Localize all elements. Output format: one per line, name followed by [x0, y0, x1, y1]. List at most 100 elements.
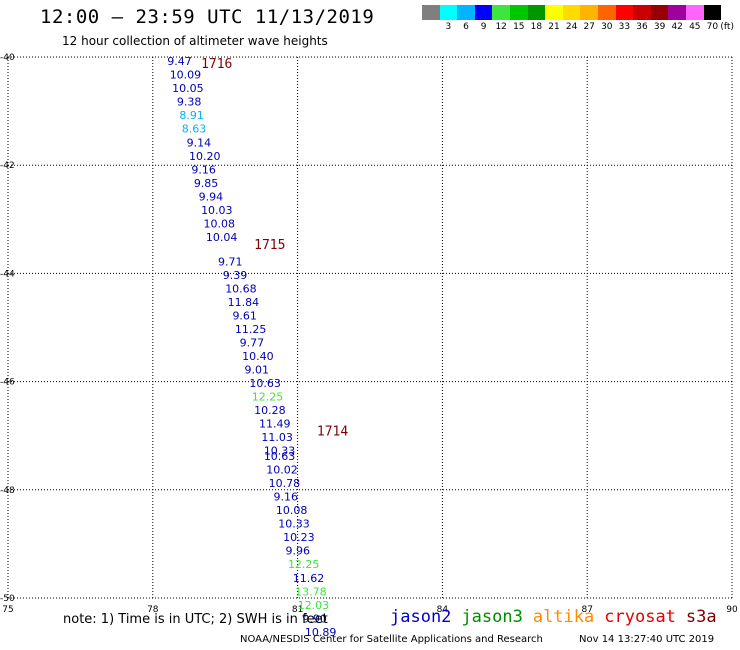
page-subtitle: 12 hour collection of altimeter wave hei…	[62, 34, 328, 48]
x-tick-label: 75	[2, 605, 13, 615]
x-tick-label: 84	[437, 605, 449, 615]
legend-swatch	[650, 5, 669, 20]
legend-swatch-label: 18	[530, 22, 543, 32]
wave-height-value: 9.71	[218, 255, 243, 268]
legend-swatch	[703, 5, 722, 20]
wave-height-value: 10.08	[203, 217, 235, 230]
color-legend-labels: 3 6 9 12 15 18 21 24 27 30 33 36 39 42 45 70 (ft)	[422, 22, 740, 34]
wave-height-value: 9.61	[232, 309, 257, 322]
legend-swatch	[615, 5, 634, 20]
legend-swatch-label: 21	[548, 22, 560, 32]
x-tick-label: 87	[581, 605, 592, 615]
wave-height-value: 9.39	[223, 269, 248, 282]
wave-height-value: 12.03	[298, 599, 330, 612]
wave-height-value: 10.63	[264, 450, 296, 463]
legend-swatch	[509, 5, 528, 20]
wave-height-value: 8.91	[179, 109, 204, 122]
credit-text: NOAA/NESDIS Center for Satellite Applica…	[240, 634, 543, 645]
wave-height-value: 12.25	[288, 558, 320, 571]
legend-swatch	[527, 5, 546, 20]
legend-swatch-label: 27	[583, 22, 595, 32]
legend-swatch-label: 36	[636, 22, 648, 32]
legend-swatch-label: 3	[445, 22, 452, 32]
satellite-legend: jason2 jason3 altika cryosat s3a	[390, 607, 727, 627]
pass-time-label: 1715	[254, 238, 285, 253]
x-tick-label: 90	[726, 605, 738, 615]
y-tick-label: -46	[0, 378, 15, 388]
wave-height-value: 8.63	[182, 123, 207, 136]
wave-height-value: 10.33	[278, 518, 310, 531]
legend-swatch-label: 24	[565, 22, 578, 32]
wave-height-value: 9.47	[167, 55, 192, 68]
color-legend	[422, 5, 722, 20]
legend-swatch-label: 30	[601, 22, 613, 32]
legend-swatch	[545, 5, 563, 20]
legend-swatch	[457, 5, 475, 20]
wave-height-value: 9.85	[194, 177, 219, 190]
wave-height-value: 11.49	[259, 418, 291, 431]
legend-unit-label: (ft)	[720, 22, 734, 32]
wave-height-value: 11.62	[293, 572, 325, 585]
legend-swatch-label: 42	[671, 22, 683, 32]
satellite-name: s3a	[685, 607, 717, 627]
satellite-name: jason2	[390, 607, 452, 627]
page-title: 12:00 – 23:59 UTC 11/13/2019	[40, 6, 375, 28]
wave-height-value: 9.90	[302, 612, 327, 625]
wave-height-value: 9.77	[240, 336, 265, 349]
wave-height-value: 11.84	[228, 296, 260, 309]
wave-height-value: 10.63	[249, 377, 280, 390]
legend-swatch-label: 45	[689, 22, 701, 32]
wave-height-value: 9.38	[177, 96, 202, 109]
wave-height-value: 10.40	[242, 350, 273, 363]
legend-swatch	[492, 5, 510, 20]
x-tick-label: 78	[147, 605, 159, 615]
legend-swatch	[668, 5, 686, 20]
legend-swatch-label: 15	[513, 22, 525, 32]
y-tick-label: -42	[0, 161, 15, 171]
wave-height-value: 9.16	[191, 163, 216, 176]
legend-swatch	[685, 5, 704, 20]
legend-swatch-label: 9	[480, 22, 487, 32]
y-tick-label: -44	[0, 269, 15, 279]
wave-height-value: 10.23	[283, 531, 315, 544]
legend-swatch-label: 6	[463, 22, 469, 32]
legend-swatch	[580, 5, 598, 20]
y-tick-label: -40	[0, 53, 15, 63]
wave-height-value: 9.94	[199, 190, 224, 203]
legend-swatch	[422, 5, 440, 20]
legend-swatch-label: 70	[706, 22, 719, 32]
y-tick-label: -48	[0, 486, 15, 496]
wave-height-value: 10.33	[264, 445, 296, 458]
wave-height-value: 10.28	[254, 404, 286, 417]
wave-height-value: 10.08	[276, 504, 308, 517]
wave-height-value: 10.02	[266, 464, 298, 477]
pass-time-label: 1716	[201, 57, 232, 72]
wave-height-value: 11.03	[261, 431, 293, 444]
legend-swatch-label: 33	[618, 22, 631, 32]
wave-height-value: 9.96	[286, 545, 311, 558]
legend-swatch-label: 39	[653, 22, 666, 32]
wave-height-value: 10.68	[225, 282, 257, 295]
wave-height-value: 11.25	[235, 323, 267, 336]
wave-height-value: 9.01	[245, 363, 269, 376]
wave-height-value: 10.03	[201, 204, 233, 217]
wave-height-value: 10.05	[172, 82, 204, 95]
legend-swatch	[597, 5, 616, 20]
legend-swatch	[633, 5, 651, 20]
generated-timestamp: Nov 14 13:27:40 UTC 2019	[579, 634, 715, 645]
wave-height-value: 10.20	[189, 150, 221, 163]
wave-height-value: 10.78	[269, 477, 301, 490]
legend-swatch	[439, 5, 458, 20]
satellite-name: cryosat	[604, 607, 676, 627]
wave-height-value: 12.25	[252, 391, 284, 404]
legend-swatch	[562, 5, 581, 20]
satellite-name: jason3	[461, 607, 523, 627]
wave-height-value: 9.16	[273, 491, 298, 504]
legend-swatch-label: 12	[495, 22, 507, 32]
wave-height-value: 10.89	[305, 626, 337, 639]
legend-swatch	[474, 5, 493, 20]
footer-note: note: 1) Time is in UTC; 2) SWH is in fe…	[63, 612, 328, 627]
y-tick-label: -50	[0, 594, 15, 604]
satellite-name: altika	[532, 607, 595, 627]
x-tick-label: 81	[292, 605, 303, 615]
